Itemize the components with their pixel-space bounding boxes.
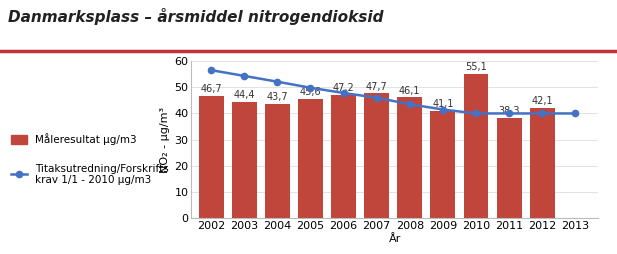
Bar [298,99,323,218]
Text: 46,1: 46,1 [399,86,421,96]
Legend: Måleresultat μg/m3, Titaksutredning/Forskrifts
krav 1/1 - 2010 μg/m3: Måleresultat μg/m3, Titaksutredning/Fors… [9,131,171,187]
Bar [431,110,455,218]
Text: 42,1: 42,1 [531,96,553,106]
Bar [232,102,257,218]
Text: 43,7: 43,7 [267,92,288,102]
Text: 41,1: 41,1 [432,99,453,109]
Bar [199,96,223,218]
Bar [530,108,555,218]
Text: Danmarksplass – årsmiddel nitrogendioksid: Danmarksplass – årsmiddel nitrogendioksi… [8,8,384,25]
Bar [364,93,389,218]
Bar [497,118,521,218]
Text: 38,3: 38,3 [499,106,520,116]
Bar [463,74,489,218]
Text: 47,7: 47,7 [366,82,387,92]
Bar [331,94,356,218]
Y-axis label: NO₂ - μg/m³: NO₂ - μg/m³ [160,107,170,173]
Text: 55,1: 55,1 [465,62,487,72]
Text: 45,6: 45,6 [300,87,321,97]
Text: 46,7: 46,7 [201,84,222,94]
Bar [265,104,290,218]
Bar [397,98,422,218]
Text: 47,2: 47,2 [333,83,354,93]
X-axis label: År: År [389,234,401,244]
Text: 44,4: 44,4 [233,90,255,100]
